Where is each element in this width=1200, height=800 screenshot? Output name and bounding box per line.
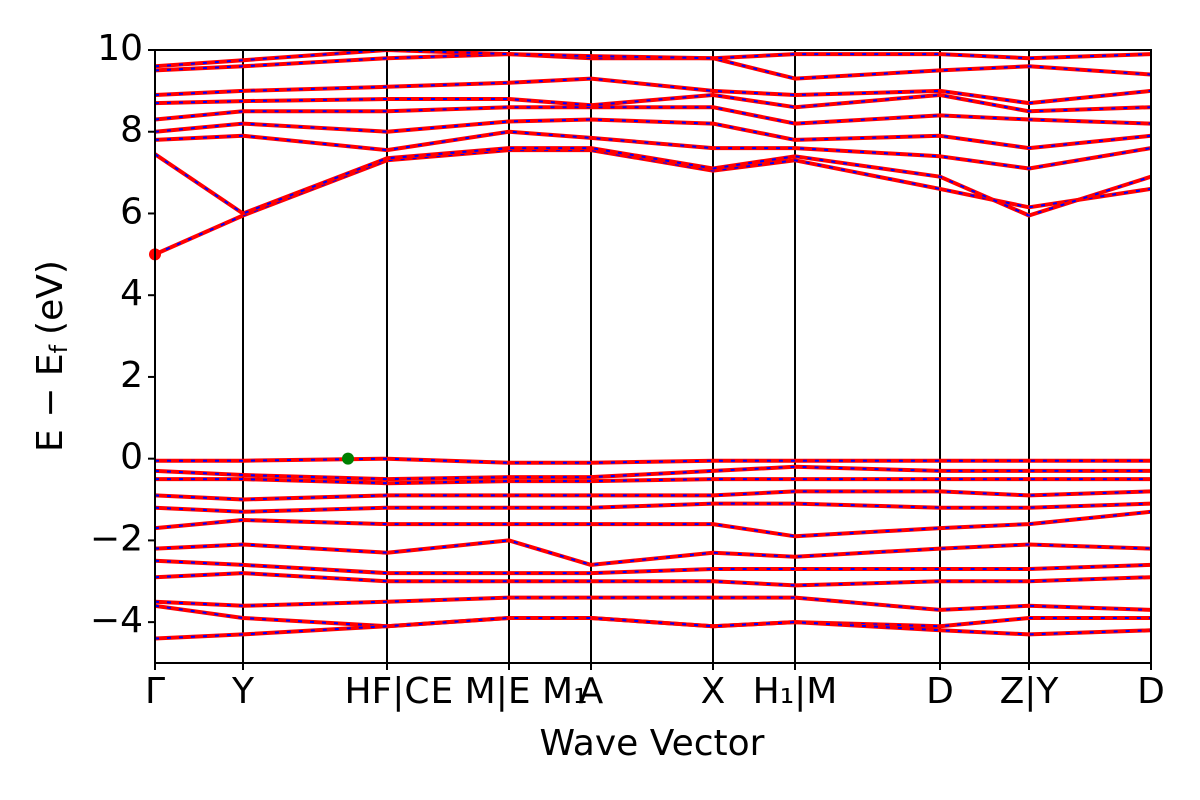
band-line <box>155 538 1151 567</box>
y-axis-label: E − Ef (eV) <box>30 260 73 452</box>
x-tick-label: E M|E M₁ <box>430 671 587 712</box>
band-line-dashed <box>155 50 1151 68</box>
x-tick-label: Γ <box>145 671 165 712</box>
y-axis-label-sub: f <box>45 344 73 353</box>
y-tick-label: 4 <box>120 273 143 314</box>
band-line-dashed <box>155 502 1151 513</box>
band-line <box>155 477 1151 486</box>
band-line-dashed <box>155 147 1151 217</box>
band-line <box>155 129 1151 171</box>
x-tick-label: Z|Y <box>1000 671 1060 712</box>
y-tick-label: −2 <box>90 518 143 559</box>
band-line-dashed <box>155 457 1151 464</box>
band-line-dashed <box>155 604 1151 628</box>
band-line-dashed <box>155 559 1151 575</box>
band-line-dashed <box>155 490 1151 501</box>
x-tick-label: A <box>579 671 604 712</box>
x-tick-label: X <box>701 671 726 712</box>
band-line <box>155 509 1151 539</box>
band-line-dashed <box>155 572 1151 587</box>
x-axis-label: Wave Vector <box>540 723 765 764</box>
band-line-dashed <box>155 510 1151 538</box>
band-line <box>155 571 1151 588</box>
band-line-dashed <box>155 106 1151 125</box>
band-line-dashed <box>155 617 1151 640</box>
y-tick-label: 2 <box>120 355 143 396</box>
band-line <box>155 146 1151 218</box>
band-line <box>155 93 1151 114</box>
band-line-dashed <box>155 478 1151 485</box>
band-line-dashed <box>155 596 1151 611</box>
x-tick-label: D <box>1137 671 1165 712</box>
band-line <box>155 456 1151 465</box>
y-tick-label: 10 <box>97 28 143 69</box>
band-line <box>155 489 1151 502</box>
band-line <box>155 595 1151 612</box>
y-tick-label: 8 <box>120 110 143 151</box>
y-axis-label-main: E − E <box>30 353 71 452</box>
x-tick-label: HF|C <box>344 671 429 712</box>
y-axis-label-unit: (eV) <box>30 260 71 335</box>
band-line-dashed <box>155 77 1151 105</box>
band-line <box>155 117 1151 151</box>
band-line <box>155 558 1151 576</box>
y-tick-label: 0 <box>120 437 143 478</box>
x-tick-label: H₁|M <box>753 671 838 712</box>
x-tick-label: Y <box>231 671 255 712</box>
extremum-point <box>342 452 354 465</box>
y-tick-label: 6 <box>120 191 143 232</box>
band-line <box>155 501 1151 514</box>
band-line-dashed <box>155 465 1151 481</box>
y-tick-label: −4 <box>90 600 143 641</box>
x-tick-label: D <box>926 671 954 712</box>
plot-frame <box>154 49 1152 664</box>
